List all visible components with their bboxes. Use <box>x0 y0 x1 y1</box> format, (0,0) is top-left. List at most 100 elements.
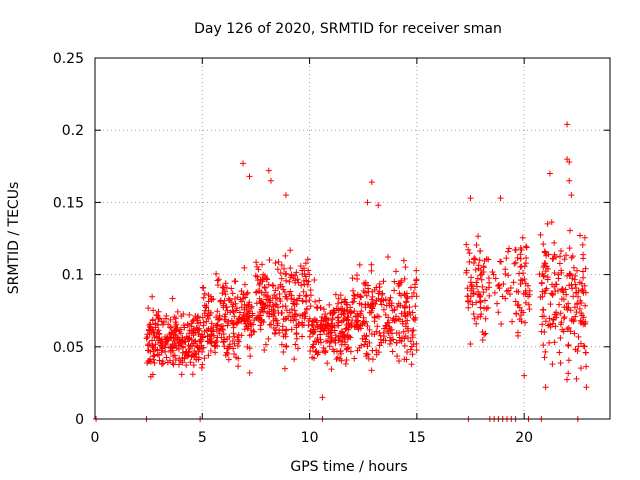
data-point <box>308 328 315 335</box>
data-point <box>253 259 260 266</box>
data-point <box>358 301 365 308</box>
data-point <box>556 349 563 356</box>
data-point <box>342 326 349 333</box>
data-point <box>205 292 212 299</box>
data-point <box>538 280 545 287</box>
data-point <box>364 322 371 329</box>
data-point <box>147 323 154 330</box>
data-point <box>463 267 470 274</box>
data-point <box>271 307 278 314</box>
data-point <box>502 295 509 302</box>
data-point <box>377 298 384 305</box>
data-point <box>172 315 179 322</box>
data-point <box>229 307 236 314</box>
data-point <box>573 309 580 316</box>
data-point <box>176 339 183 346</box>
data-point <box>213 338 220 345</box>
data-point <box>287 247 294 254</box>
data-point <box>575 343 582 350</box>
data-point <box>231 351 238 358</box>
chart-title: Day 126 of 2020, SRMTID for receiver sma… <box>194 21 502 37</box>
data-point <box>571 304 578 311</box>
data-point <box>571 276 578 283</box>
data-point <box>225 345 232 352</box>
data-point <box>581 234 588 241</box>
data-point <box>391 317 398 324</box>
data-point <box>523 254 530 261</box>
data-point <box>236 309 243 316</box>
data-point <box>226 333 233 340</box>
data-point <box>303 277 310 284</box>
data-point <box>368 261 375 268</box>
data-point <box>412 303 419 310</box>
data-point <box>326 301 333 308</box>
data-point <box>368 179 375 186</box>
data-point <box>229 290 236 297</box>
data-point <box>551 270 558 277</box>
data-point <box>286 278 293 285</box>
data-point <box>299 333 306 340</box>
data-point <box>464 293 471 300</box>
data-point <box>479 329 486 336</box>
data-point <box>546 339 553 346</box>
data-point <box>317 331 324 338</box>
data-point <box>497 195 504 202</box>
data-point <box>396 330 403 337</box>
data-point <box>170 361 177 368</box>
data-point <box>221 313 228 320</box>
data-point <box>496 281 503 288</box>
data-point <box>275 285 282 292</box>
data-point <box>307 287 314 294</box>
data-point <box>580 321 587 328</box>
data-point <box>340 332 347 339</box>
data-point <box>565 370 572 377</box>
data-point <box>490 271 497 278</box>
data-point <box>278 341 285 348</box>
data-point <box>151 360 158 367</box>
data-point <box>411 284 418 291</box>
data-point <box>265 167 272 174</box>
data-point <box>255 288 262 295</box>
data-point <box>502 266 509 273</box>
data-point <box>522 260 529 267</box>
data-point <box>256 281 263 288</box>
data-point <box>549 255 556 262</box>
data-point <box>214 321 221 328</box>
data-point <box>577 317 584 324</box>
data-point <box>211 342 218 349</box>
data-point <box>149 293 156 300</box>
data-point <box>525 301 532 308</box>
data-point <box>390 336 397 343</box>
data-point <box>403 293 410 300</box>
data-point <box>401 303 408 310</box>
data-point <box>282 331 289 338</box>
data-point <box>334 314 341 321</box>
data-point <box>541 313 548 320</box>
data-point <box>566 245 573 252</box>
data-point <box>167 345 174 352</box>
grid <box>95 58 610 419</box>
data-point <box>286 309 293 316</box>
data-point <box>159 345 166 352</box>
data-point <box>522 243 529 250</box>
data-point <box>149 337 156 344</box>
data-point <box>262 341 269 348</box>
data-point <box>223 304 230 311</box>
data-point <box>463 241 470 248</box>
data-point <box>402 333 409 340</box>
data-point <box>228 299 235 306</box>
data-point <box>557 335 564 342</box>
data-point <box>158 349 165 356</box>
data-point <box>349 299 356 306</box>
data-point <box>407 346 414 353</box>
data-point <box>498 321 505 328</box>
data-point <box>329 310 336 317</box>
data-point <box>288 272 295 279</box>
data-point <box>272 260 279 267</box>
data-point <box>193 324 200 331</box>
data-point <box>317 339 324 346</box>
data-point <box>199 348 206 355</box>
data-point <box>370 300 377 307</box>
data-point <box>567 307 574 314</box>
data-point <box>483 255 490 262</box>
